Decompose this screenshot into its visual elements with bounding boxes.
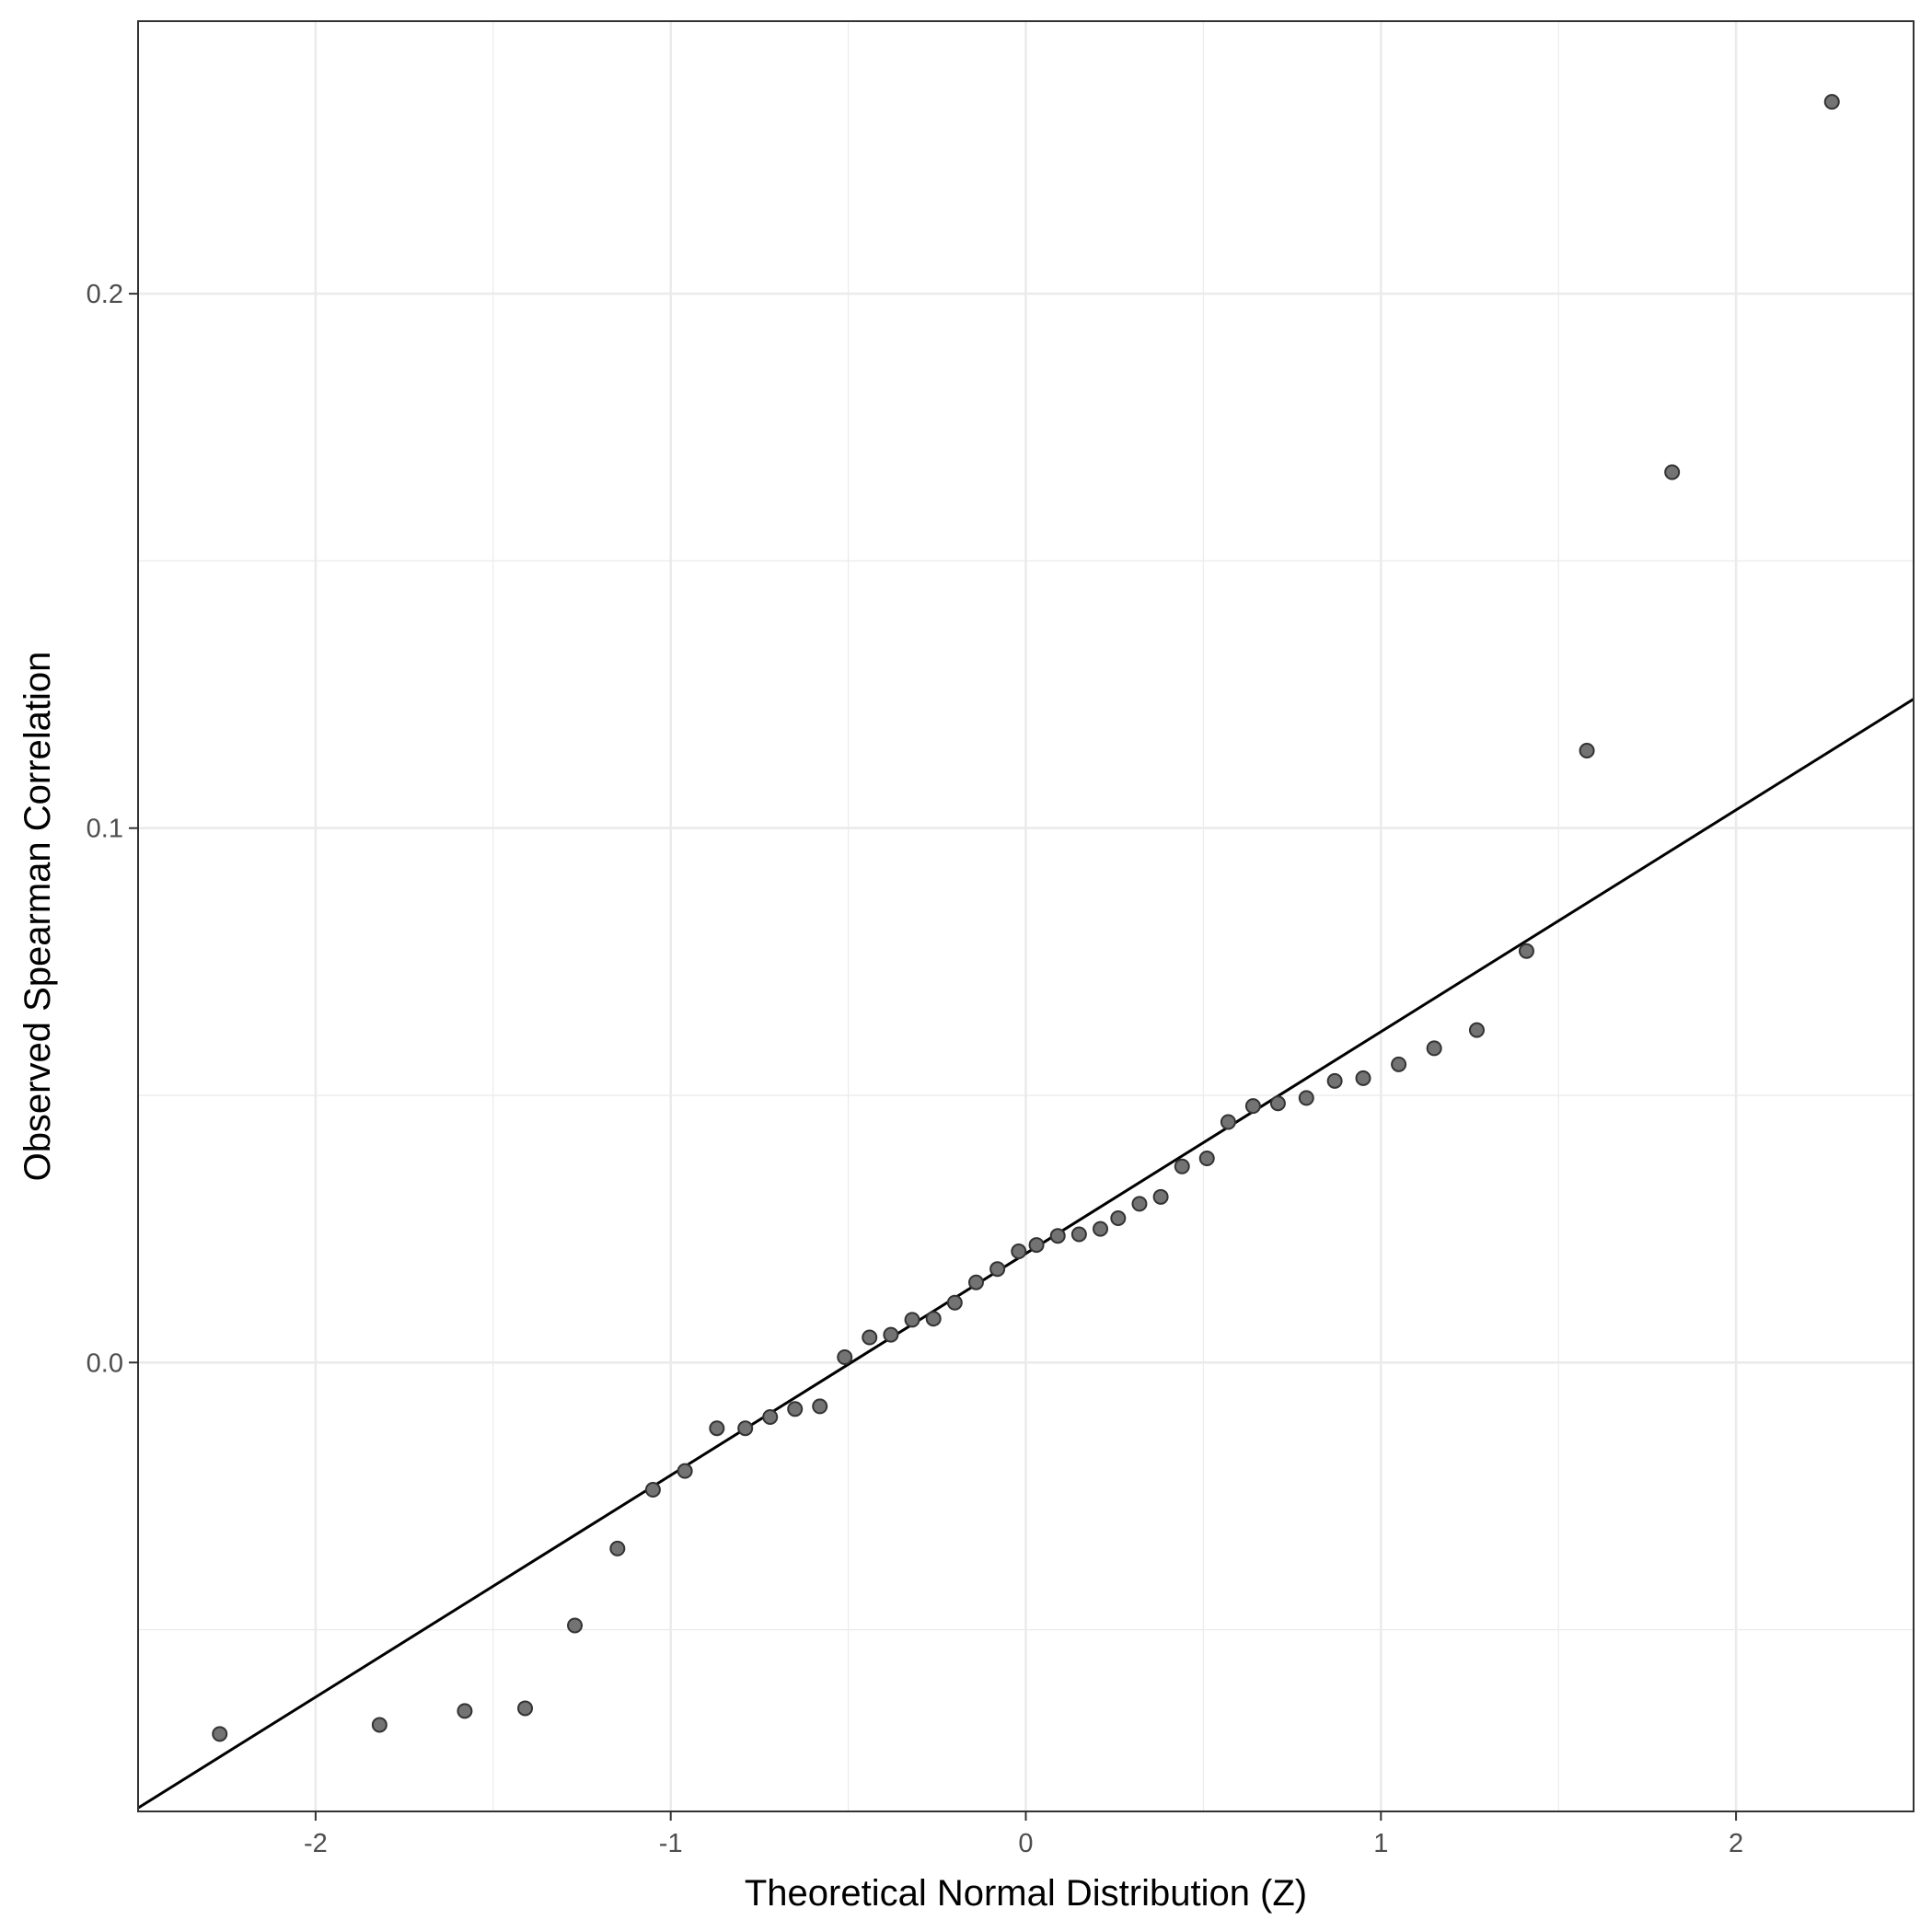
data-point <box>904 1312 920 1328</box>
x-tick-label: -1 <box>659 1829 683 1858</box>
data-point <box>609 1540 626 1556</box>
data-point <box>457 1703 473 1719</box>
data-point <box>644 1481 661 1498</box>
data-point <box>862 1329 878 1346</box>
data-point <box>212 1726 228 1742</box>
data-point <box>1198 1151 1215 1167</box>
data-point <box>1468 1022 1485 1038</box>
data-points <box>212 94 1840 1742</box>
data-point <box>737 1420 754 1437</box>
data-point <box>989 1261 1006 1278</box>
data-point <box>812 1398 828 1415</box>
grid-lines <box>138 21 1914 1811</box>
data-point <box>762 1409 779 1426</box>
data-point <box>1152 1188 1169 1205</box>
data-point <box>1070 1226 1087 1243</box>
data-point <box>371 1717 388 1733</box>
x-tick-label: 1 <box>1373 1829 1388 1858</box>
x-tick-label: 0 <box>1018 1829 1033 1858</box>
y-tick-label: 0.2 <box>87 280 123 309</box>
x-tick-label: -2 <box>304 1829 328 1858</box>
x-tick-label: 2 <box>1729 1829 1743 1858</box>
data-point <box>1093 1221 1109 1237</box>
data-point <box>1269 1095 1286 1112</box>
data-point <box>1244 1098 1261 1115</box>
data-point <box>837 1348 853 1365</box>
data-point <box>1049 1228 1066 1244</box>
y-tick-label: 0.0 <box>87 1348 123 1378</box>
data-point <box>1664 464 1681 480</box>
data-point <box>1355 1070 1371 1086</box>
x-axis-title: Theoretical Normal Distribution (Z) <box>745 1873 1307 1914</box>
y-tick-label: 0.1 <box>87 815 123 844</box>
axes: -2 -1 0 1 2 0.0 0.1 0.2 <box>87 280 1743 1858</box>
data-point <box>517 1700 534 1717</box>
data-point <box>1391 1056 1407 1072</box>
data-point <box>1579 743 1595 759</box>
data-point <box>946 1294 963 1311</box>
data-point <box>1110 1210 1127 1227</box>
data-point <box>787 1401 804 1417</box>
data-point <box>967 1274 984 1290</box>
data-point <box>1011 1244 1027 1260</box>
data-point <box>1174 1158 1190 1174</box>
data-point <box>1298 1090 1314 1106</box>
data-point <box>567 1617 584 1634</box>
data-point <box>1426 1040 1442 1057</box>
data-point <box>1220 1114 1236 1130</box>
data-point <box>1028 1237 1045 1254</box>
data-point <box>925 1311 942 1327</box>
y-axis-title: Observed Spearman Correlation <box>17 652 58 1182</box>
data-point <box>1131 1196 1148 1212</box>
data-point <box>677 1463 693 1479</box>
data-point <box>883 1326 899 1343</box>
data-point <box>1518 943 1534 959</box>
data-point <box>1326 1072 1343 1089</box>
data-point <box>709 1420 725 1437</box>
data-point <box>1823 94 1840 110</box>
